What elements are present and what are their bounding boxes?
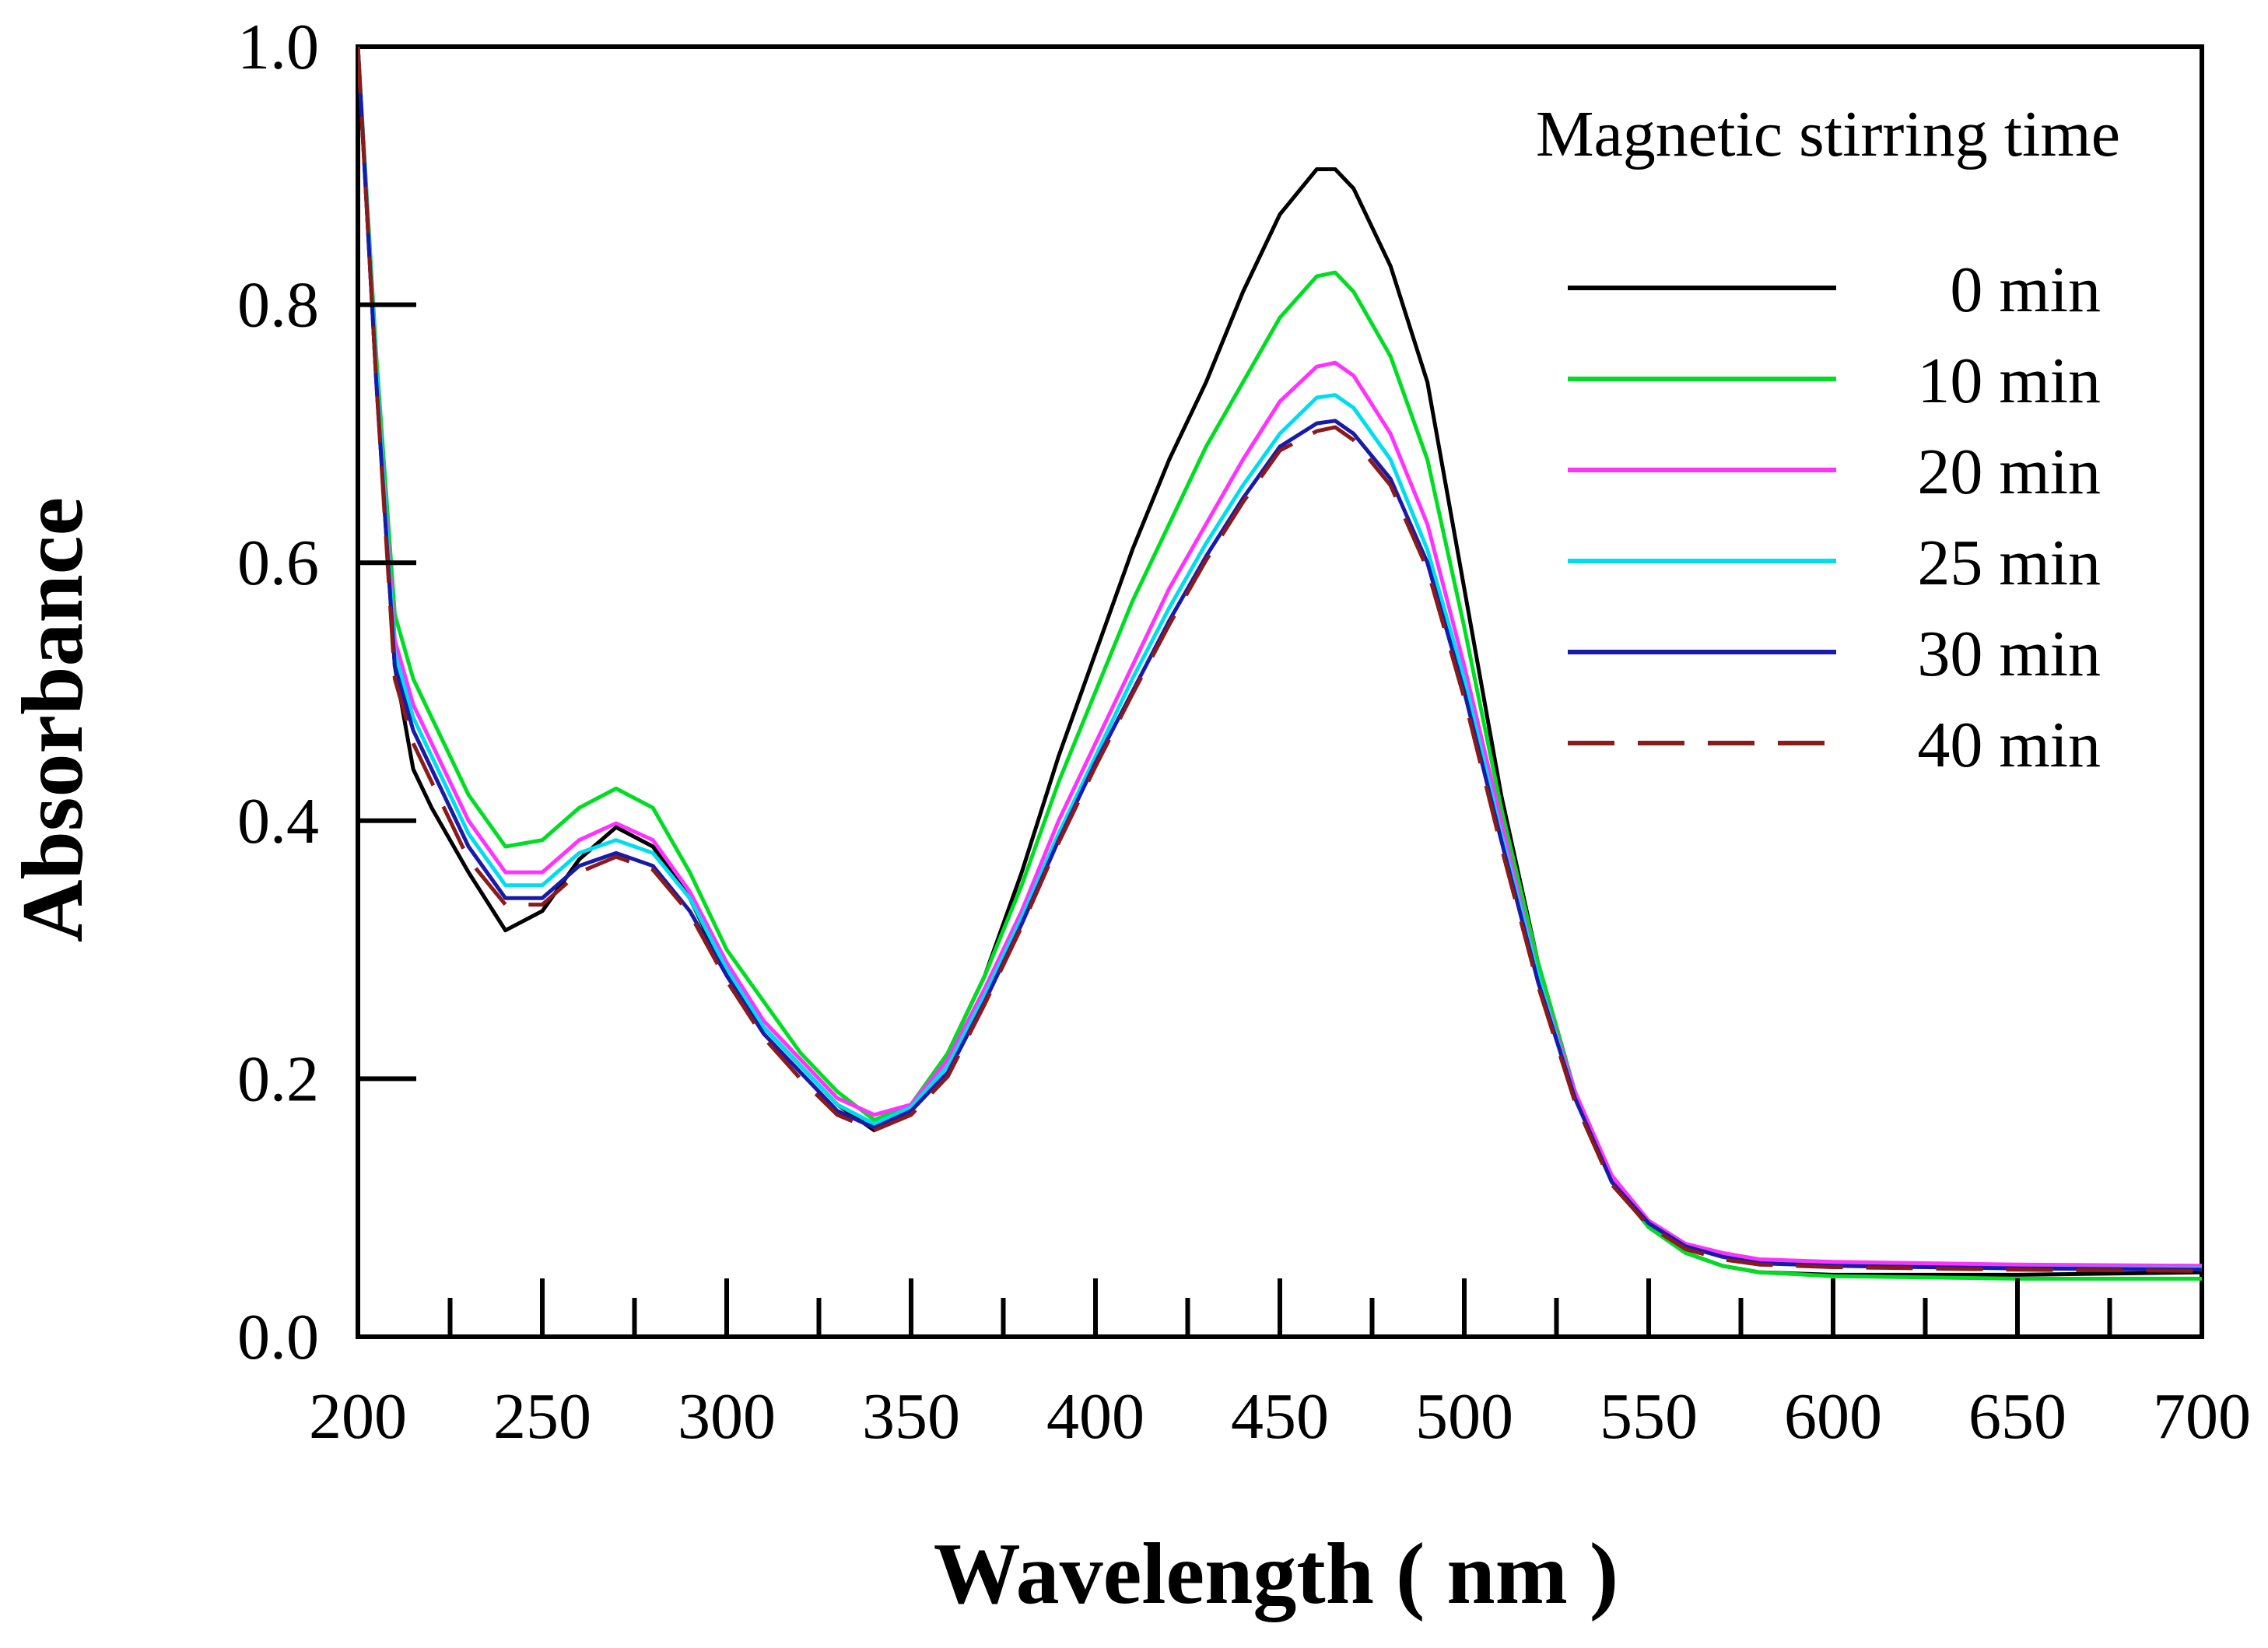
legend-label: 25 min <box>1917 527 2101 599</box>
x-tick-label: 500 <box>1415 1380 1513 1453</box>
series-lines <box>358 47 2202 1281</box>
x-tick-label: 400 <box>1046 1380 1145 1453</box>
x-tick-label: 350 <box>862 1380 960 1453</box>
plot-frame <box>356 44 2204 1339</box>
legend-title: Magnetic stirring time <box>1536 98 2120 170</box>
x-tick-label: 250 <box>493 1380 591 1453</box>
x-tick-label: 600 <box>1784 1380 1882 1453</box>
y-tick-label: 0.0 <box>237 1301 319 1373</box>
legend-label: 20 min <box>1917 436 2101 508</box>
y-tick-label: 0.8 <box>237 269 319 342</box>
legend-label: 0 min <box>1950 254 2101 326</box>
x-tick-label: 650 <box>1968 1380 2066 1453</box>
x-tick-label: 300 <box>678 1380 776 1453</box>
plot-area <box>356 44 2204 1339</box>
y-tick-label: 0.6 <box>237 527 319 599</box>
y-tick-label: 0.4 <box>237 785 319 857</box>
legend-label: 10 min <box>1917 345 2101 417</box>
x-tick-label: 450 <box>1231 1380 1329 1453</box>
y-tick-label: 0.2 <box>237 1043 319 1115</box>
x-tick-label: 700 <box>2153 1380 2251 1453</box>
legend-label: 30 min <box>1917 618 2101 690</box>
y-axis-ticks: 0.0 0.2 0.4 0.6 0.8 1.0 <box>237 11 416 1373</box>
x-axis-ticks: 200 250 300 350 400 450 500 550 600 650 700 <box>309 1278 2251 1453</box>
series-line <box>358 47 2202 1268</box>
x-tick-label: 550 <box>1600 1380 1698 1453</box>
x-axis-title: Wavelength ( nm ) <box>934 1526 1618 1622</box>
series-line <box>358 47 2202 1273</box>
y-tick-label: 1.0 <box>237 11 319 83</box>
legend-label: 40 min <box>1917 709 2101 781</box>
y-axis-title: Absorbance <box>5 497 101 942</box>
x-tick-label: 200 <box>309 1380 407 1453</box>
legend: Magnetic stirring time 0 min 10 min 20 min… <box>1536 98 2120 781</box>
